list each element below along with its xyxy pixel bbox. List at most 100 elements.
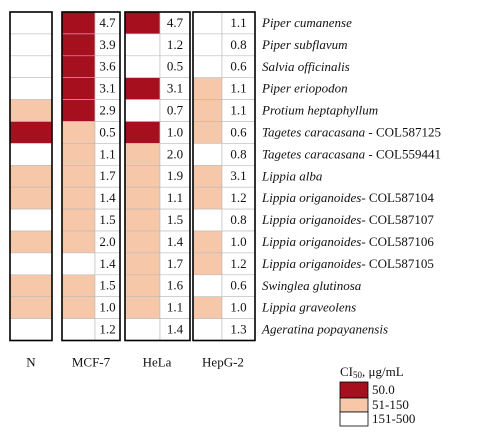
cell-value: 1.0 bbox=[167, 124, 183, 139]
cell-value: 1.1 bbox=[167, 300, 183, 315]
cell-value: 4.7 bbox=[99, 15, 116, 30]
species-label: Lippia origanoides- COL587107 bbox=[261, 212, 434, 227]
column-header: N bbox=[26, 354, 36, 369]
species-code: - COL559441 bbox=[365, 146, 441, 161]
species-label: Piper eriopodon bbox=[261, 81, 348, 96]
cell-value: 0.6 bbox=[230, 278, 247, 293]
heat-cell bbox=[124, 296, 161, 319]
cell-value: 2.0 bbox=[167, 146, 183, 161]
cell-value: 0.6 bbox=[230, 59, 247, 74]
cell-value: 1.0 bbox=[230, 234, 246, 249]
heat-cell bbox=[61, 318, 96, 341]
cell-value: 0.5 bbox=[99, 124, 115, 139]
heat-cell bbox=[192, 55, 223, 78]
heat-cell bbox=[124, 208, 161, 232]
cell-value: 3.1 bbox=[230, 168, 246, 183]
heat-cell bbox=[124, 186, 161, 210]
heat-cell bbox=[9, 296, 53, 319]
heat-cell bbox=[192, 208, 223, 232]
column-frame bbox=[124, 11, 191, 342]
heat-cell bbox=[9, 77, 53, 100]
heat-cell bbox=[9, 99, 53, 122]
species-name: Lippia graveolens bbox=[261, 300, 356, 315]
heat-cell bbox=[61, 274, 96, 297]
cell-value: 1.7 bbox=[167, 256, 184, 271]
column-frame bbox=[192, 11, 256, 342]
cell-value: 0.5 bbox=[167, 59, 183, 74]
cell-value: 3.1 bbox=[167, 81, 183, 96]
heat-cell bbox=[61, 230, 96, 254]
heat-cell bbox=[61, 55, 96, 78]
heat-cell bbox=[124, 274, 161, 297]
heat-cell bbox=[124, 230, 161, 254]
cell-value: 1.4 bbox=[167, 234, 184, 249]
cell-value: 1.2 bbox=[167, 37, 183, 52]
legend-title-main: CI bbox=[340, 364, 353, 379]
species-label: Piper cumanense bbox=[261, 15, 352, 30]
column-header: HepG-2 bbox=[202, 354, 244, 369]
legend-label: 51-150 bbox=[372, 397, 409, 412]
cell-value: 1.5 bbox=[99, 212, 115, 227]
column-frame bbox=[9, 11, 53, 342]
heat-cell bbox=[9, 55, 53, 78]
cell-value: 2.9 bbox=[99, 103, 115, 118]
heat-cell bbox=[192, 143, 223, 166]
heat-cell bbox=[124, 33, 161, 57]
cell-value: 1.1 bbox=[99, 146, 115, 161]
heat-cell bbox=[61, 208, 96, 232]
heat-cell bbox=[124, 99, 161, 122]
legend-swatch bbox=[339, 397, 369, 413]
heat-cell bbox=[124, 121, 161, 144]
heat-cell bbox=[61, 33, 96, 57]
cell-value: 0.7 bbox=[167, 103, 184, 118]
species-label: Swinglea glutinosa bbox=[262, 278, 362, 293]
cell-value: 1.1 bbox=[230, 15, 246, 30]
heat-cell bbox=[61, 11, 96, 35]
cell-value: 3.1 bbox=[99, 81, 115, 96]
heat-cell bbox=[192, 99, 223, 122]
species-name: Swinglea glutinosa bbox=[262, 278, 362, 293]
heat-cell bbox=[61, 121, 96, 144]
cell-value: 1.0 bbox=[99, 300, 115, 315]
species-name: Lippia origanoides bbox=[261, 212, 361, 227]
cell-value: 1.3 bbox=[230, 322, 246, 337]
cell-value: 1.2 bbox=[230, 256, 246, 271]
species-name: Piper cumanense bbox=[261, 15, 352, 30]
heat-cell bbox=[9, 274, 53, 297]
species-name: Piper subflavum bbox=[261, 37, 348, 52]
species-code: - COL587107 bbox=[361, 212, 434, 227]
legend-title-sub: 50 bbox=[353, 370, 363, 380]
heat-cell bbox=[192, 252, 223, 276]
cell-value: 1.4 bbox=[167, 322, 184, 337]
species-name: Lippia origanoides bbox=[261, 234, 361, 249]
heat-cell bbox=[192, 33, 223, 57]
heat-cell bbox=[192, 230, 223, 254]
legend-title-unit: , μg/mL bbox=[362, 364, 404, 379]
legend-swatch bbox=[339, 381, 369, 399]
cell-value: 1.2 bbox=[99, 322, 115, 337]
species-code: - COL587125 bbox=[365, 124, 441, 139]
cell-value: 1.5 bbox=[99, 278, 115, 293]
heat-cell bbox=[192, 318, 223, 341]
cell-value: 1.1 bbox=[167, 190, 183, 205]
species-label: Lippia graveolens bbox=[261, 300, 356, 315]
heat-cell bbox=[192, 77, 223, 100]
heat-cell bbox=[9, 230, 53, 254]
heat-cell bbox=[124, 55, 161, 78]
species-code: - COL587105 bbox=[361, 256, 434, 271]
heat-cell bbox=[124, 11, 161, 35]
heat-cell bbox=[61, 252, 96, 276]
heat-cell bbox=[192, 121, 223, 144]
heat-cell bbox=[61, 296, 96, 319]
heat-cell bbox=[9, 208, 53, 232]
legend-label: 151-500 bbox=[372, 411, 415, 426]
species-name: Tagetes caracasana bbox=[262, 146, 366, 161]
cell-value: 4.7 bbox=[167, 15, 184, 30]
cell-value: 0.8 bbox=[230, 212, 246, 227]
cell-value: 3.6 bbox=[99, 59, 116, 74]
species-label: Lippia origanoides- COL587105 bbox=[261, 256, 434, 271]
column-header: MCF-7 bbox=[72, 354, 111, 369]
species-label: Protium heptaphyllum bbox=[261, 103, 378, 118]
species-name: Ageratina popayanensis bbox=[261, 322, 388, 337]
